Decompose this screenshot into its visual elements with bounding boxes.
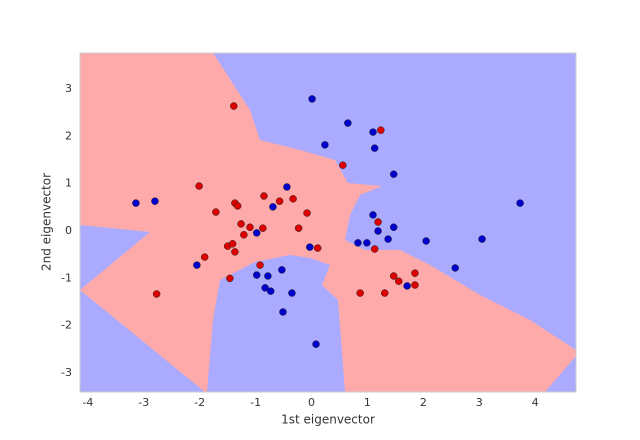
point <box>151 197 159 205</box>
point <box>389 272 398 280</box>
point <box>275 197 284 205</box>
x-axis-label: 1st eigenvector <box>281 413 375 427</box>
x-tick-label: 2 <box>420 396 427 409</box>
point <box>370 245 379 253</box>
point <box>374 218 382 226</box>
point <box>389 223 398 231</box>
point <box>152 290 161 298</box>
point <box>289 195 297 203</box>
point <box>354 239 362 247</box>
point <box>394 277 403 285</box>
point <box>308 95 316 103</box>
point <box>279 308 287 316</box>
point <box>313 244 322 252</box>
region-red <box>80 53 576 392</box>
point <box>377 126 385 134</box>
point <box>294 224 303 232</box>
point <box>212 208 220 216</box>
point <box>356 289 364 297</box>
point <box>278 266 286 274</box>
point <box>260 192 268 200</box>
plot-frame <box>79 52 577 393</box>
point <box>256 261 264 269</box>
point <box>233 202 242 210</box>
x-tick-label: -1 <box>250 396 261 409</box>
x-tick-label: 0 <box>308 396 315 409</box>
point <box>403 282 411 290</box>
y-tick-label: 2 <box>65 129 72 142</box>
point <box>252 229 261 237</box>
point <box>266 287 275 295</box>
point <box>288 289 296 297</box>
point <box>411 269 419 277</box>
x-tick-label: 3 <box>476 396 483 409</box>
point <box>411 281 419 289</box>
point <box>237 220 245 228</box>
point <box>369 128 377 136</box>
x-tick-label: -2 <box>194 396 205 409</box>
x-tick-label: -3 <box>138 396 149 409</box>
point <box>306 243 314 251</box>
point <box>381 289 389 297</box>
point <box>321 141 329 149</box>
point <box>264 272 272 280</box>
y-tick-label: -1 <box>61 271 72 284</box>
point <box>259 224 267 232</box>
point <box>374 227 382 235</box>
point <box>422 237 430 245</box>
y-tick-label: 3 <box>65 82 72 95</box>
point <box>269 203 277 211</box>
point <box>193 261 201 269</box>
x-tick-label: 1 <box>364 396 371 409</box>
y-tick-label: 1 <box>65 177 72 190</box>
point <box>283 183 291 191</box>
point <box>451 264 459 272</box>
y-tick-label: -2 <box>61 319 72 332</box>
point <box>240 231 248 239</box>
point <box>228 240 237 248</box>
point <box>384 235 392 243</box>
point <box>132 199 140 207</box>
point <box>261 284 269 292</box>
point <box>252 271 261 279</box>
point <box>312 340 320 348</box>
point <box>516 199 524 207</box>
point <box>389 170 398 178</box>
point <box>369 211 377 219</box>
point <box>231 248 239 256</box>
point <box>363 239 371 247</box>
x-tick-label: -4 <box>82 396 93 409</box>
point <box>230 102 238 110</box>
point <box>370 144 379 152</box>
point <box>344 119 352 127</box>
point <box>303 209 311 217</box>
x-tick-label: 4 <box>532 396 539 409</box>
y-tick-label: -3 <box>61 366 72 379</box>
point <box>478 235 486 243</box>
y-axis-label: 2nd eigenvector <box>40 173 54 271</box>
point <box>195 182 203 190</box>
y-tick-label: 0 <box>65 224 72 237</box>
point <box>226 274 234 283</box>
point <box>200 253 209 261</box>
point <box>246 223 254 231</box>
point <box>339 161 347 169</box>
